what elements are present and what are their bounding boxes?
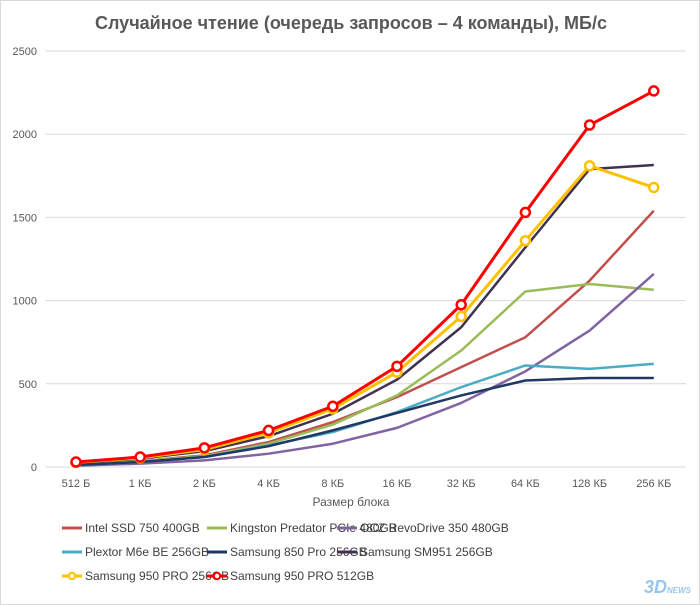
data-point	[327, 400, 339, 413]
data-point	[391, 360, 403, 373]
x-tick-label: 32 КБ	[447, 478, 476, 490]
y-tick-label: 2000	[13, 129, 37, 141]
legend-label: OCZ RevoDrive 350 480GB	[360, 521, 509, 535]
legend-item: Kingston Predator PCIe 480GB	[206, 521, 397, 535]
series-line-5	[75, 163, 654, 465]
legend-swatch	[62, 571, 82, 581]
chart-title: Случайное чтение (очередь запросов – 4 к…	[94, 13, 607, 33]
data-point	[648, 85, 660, 97]
data-point	[519, 206, 532, 219]
legend-swatch	[337, 526, 357, 530]
data-point	[583, 160, 596, 172]
legend-label: Samsung 850 Pro 256GB	[230, 545, 367, 559]
series-line-0	[75, 209, 655, 466]
series-line-4	[75, 376, 654, 467]
data-point	[70, 456, 82, 468]
legend-item: Samsung 950 PRO 256GB	[61, 569, 229, 583]
data-point	[648, 181, 660, 194]
series-line-1	[75, 282, 654, 466]
data-point	[134, 451, 146, 463]
data-point	[198, 442, 211, 454]
series-line-7	[75, 89, 655, 464]
data-point	[583, 119, 596, 131]
legend-swatch	[207, 526, 227, 530]
legend-swatch	[207, 571, 227, 581]
x-tick-label: 64 КБ	[511, 478, 540, 490]
legend-label: Intel SSD 750 400GB	[85, 521, 200, 535]
x-tick-label: 2 КБ	[193, 478, 216, 490]
data-point	[262, 424, 275, 437]
x-tick-label: 1 КБ	[129, 478, 152, 490]
legend-label: Samsung 950 PRO 512GB	[230, 569, 375, 583]
y-tick-label: 2500	[13, 46, 37, 58]
legend-label: Samsung SM951 256GB	[360, 545, 493, 559]
legend-item: Intel SSD 750 400GB	[61, 521, 200, 535]
data-point	[455, 310, 467, 323]
legend-label: Samsung 950 PRO 256GB	[85, 569, 230, 583]
legend-item: Plextor M6e BE 256GB	[61, 545, 209, 559]
legend-swatch	[62, 526, 82, 530]
legend-swatch	[207, 550, 227, 554]
y-tick-label: 0	[31, 462, 37, 474]
x-axis-label: Размер блока	[312, 495, 390, 509]
legend-swatch	[337, 550, 357, 554]
x-tick-label: 128 КБ	[572, 478, 607, 490]
y-tick-label: 500	[19, 379, 37, 391]
x-tick-label: 16 КБ	[383, 478, 412, 490]
x-tick-label: 8 КБ	[321, 478, 344, 490]
x-tick-label: 512 Б	[62, 478, 91, 490]
y-tick-label: 1000	[13, 296, 37, 308]
data-point	[519, 234, 532, 247]
data-point	[455, 299, 467, 311]
legend-item: Samsung 850 Pro 256GB	[206, 545, 367, 559]
legend-swatch	[62, 550, 82, 554]
y-tick-label: 1500	[13, 212, 37, 224]
x-tick-label: 4 КБ	[257, 478, 280, 490]
watermark-logo: 3DNEWS	[643, 577, 691, 597]
series-line-6	[75, 164, 655, 464]
legend-label: Plextor M6e BE 256GB	[85, 545, 210, 559]
x-tick-label: 256 КБ	[636, 478, 671, 490]
series-line-2	[75, 273, 655, 467]
legend-label: Kingston Predator PCIe 480GB	[230, 521, 397, 535]
legend-item: Samsung 950 PRO 512GB	[206, 569, 374, 583]
legend-item: OCZ RevoDrive 350 480GB	[336, 521, 509, 535]
legend-item: Samsung SM951 256GB	[336, 545, 493, 559]
